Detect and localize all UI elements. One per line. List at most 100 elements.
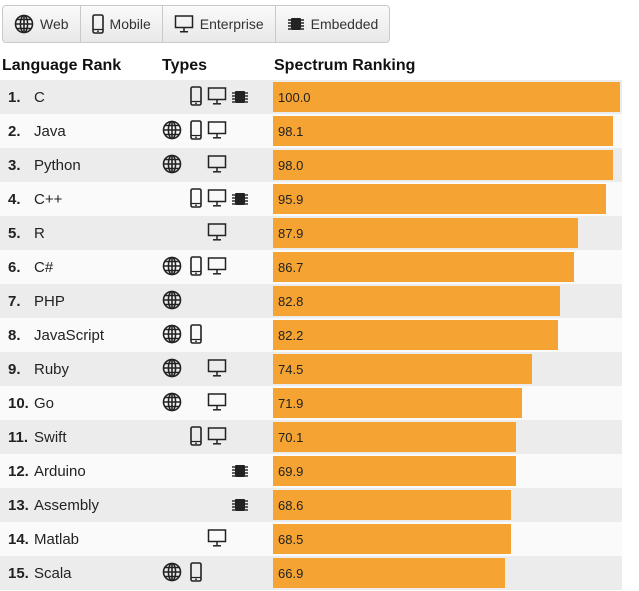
globe-icon	[162, 392, 182, 412]
monitor-icon	[174, 14, 194, 34]
ranking-bar[interactable]	[273, 320, 559, 350]
globe-icon	[162, 290, 182, 310]
language-name[interactable]: Ruby	[34, 361, 70, 378]
ranking-bar[interactable]	[273, 184, 606, 214]
table-row: 2. Java 98.1	[0, 114, 622, 148]
ranking-value-label: 98.0	[278, 158, 304, 173]
ranking-bar[interactable]	[273, 116, 614, 146]
mobile-icon	[190, 562, 202, 582]
rank-number: 1.	[8, 89, 21, 106]
table-row: 6. C# 86.7	[0, 250, 622, 284]
mobile-icon	[190, 324, 202, 344]
language-name[interactable]: C#	[34, 259, 54, 276]
ranking-bar[interactable]	[273, 150, 614, 180]
mobile-icon	[190, 120, 202, 140]
filter-label: Enterprise	[199, 16, 264, 32]
language-name[interactable]: Assembly	[34, 497, 100, 514]
rank-number: 9.	[8, 361, 21, 378]
rank-number: 12.	[8, 463, 29, 480]
header-language-rank: Language Rank	[2, 57, 122, 74]
table-row: 15. Scala 66.9	[0, 556, 622, 590]
filter-web-button[interactable]: Web	[3, 6, 81, 42]
rank-number: 13.	[8, 497, 29, 514]
ranking-table: 1. C 100.0 2. Java 98.1 3. Python 98.0 4. C++ 95.9 5…	[0, 80, 622, 590]
chip-icon	[287, 15, 305, 33]
ranking-bar[interactable]	[273, 252, 574, 282]
language-name[interactable]: Scala	[34, 565, 72, 582]
language-name[interactable]: JavaScript	[34, 327, 105, 344]
language-name[interactable]: C++	[34, 191, 63, 208]
ranking-bar[interactable]	[273, 558, 506, 588]
ranking-value-label: 71.9	[278, 396, 304, 411]
table-row: 5. R 87.9	[0, 216, 622, 250]
language-name[interactable]: R	[34, 225, 45, 242]
ranking-bar[interactable]	[273, 218, 578, 248]
monitor-icon	[207, 392, 227, 412]
monitor-icon	[207, 256, 227, 276]
filter-label: Mobile	[109, 16, 151, 32]
ranking-bar[interactable]	[273, 354, 532, 384]
type-filter-bar: Web Mobile Enterprise Embedded	[2, 5, 391, 43]
ranking-bar[interactable]	[273, 388, 523, 418]
rank-number: 3.	[8, 157, 21, 174]
mobile-icon	[91, 14, 104, 34]
language-name[interactable]: Java	[34, 123, 66, 140]
language-name[interactable]: Python	[34, 157, 81, 174]
ranking-value-label: 98.1	[278, 124, 304, 139]
table-row: 11. Swift 70.1	[0, 420, 622, 454]
table-row: 4. C++ 95.9	[0, 182, 622, 216]
globe-icon	[162, 256, 182, 276]
rank-number: 8.	[8, 327, 21, 344]
mobile-icon	[190, 426, 202, 446]
ranking-value-label: 100.0	[278, 90, 311, 105]
ranking-value-label: 66.9	[278, 566, 304, 581]
mobile-icon	[190, 188, 202, 208]
language-name[interactable]: Matlab	[34, 531, 80, 548]
table-row: 13. Assembly 68.6	[0, 488, 622, 522]
filter-mobile-button[interactable]: Mobile	[81, 6, 163, 42]
table-row: 12. Arduino 69.9	[0, 454, 622, 488]
table-row: 10. Go 71.9	[0, 386, 622, 420]
rank-number: 14.	[8, 531, 29, 548]
language-name[interactable]: C	[34, 89, 45, 106]
ranking-bar[interactable]	[273, 524, 511, 554]
rank-number: 10.	[8, 395, 29, 412]
filter-label: Web	[40, 16, 69, 32]
ranking-value-label: 87.9	[278, 226, 304, 241]
ranking-bar[interactable]	[273, 490, 512, 520]
globe-icon	[14, 14, 34, 34]
filter-enterprise-button[interactable]: Enterprise	[163, 6, 276, 42]
rank-number: 7.	[8, 293, 21, 310]
ranking-bar[interactable]	[273, 82, 620, 112]
language-name[interactable]: Go	[34, 395, 55, 412]
table-row: 3. Python 98.0	[0, 148, 622, 182]
ranking-bar[interactable]	[273, 456, 516, 486]
mobile-icon	[190, 86, 202, 106]
monitor-icon	[207, 120, 227, 140]
header-types: Types	[162, 57, 208, 74]
globe-icon	[162, 324, 182, 344]
chip-icon	[231, 190, 249, 208]
rank-number: 4.	[8, 191, 21, 208]
language-name[interactable]: Swift	[34, 429, 67, 446]
ranking-bar[interactable]	[273, 286, 561, 316]
language-name[interactable]: Arduino	[34, 463, 86, 480]
table-row: 1. C 100.0	[0, 80, 622, 114]
language-name[interactable]: PHP	[34, 293, 65, 310]
globe-icon	[162, 358, 182, 378]
monitor-icon	[207, 528, 227, 548]
ranking-value-label: 82.2	[278, 328, 304, 343]
ranking-value-label: 82.8	[278, 294, 304, 309]
filter-embedded-button[interactable]: Embedded	[276, 6, 390, 42]
monitor-icon	[207, 86, 227, 106]
rank-number: 6.	[8, 259, 21, 276]
ranking-value-label: 95.9	[278, 192, 304, 207]
monitor-icon	[207, 188, 227, 208]
ranking-value-label: 68.5	[278, 532, 304, 547]
header-spectrum-ranking: Spectrum Ranking	[274, 57, 416, 74]
ranking-value-label: 74.5	[278, 362, 304, 377]
chip-icon	[231, 88, 249, 106]
table-row: 14. Matlab 68.5	[0, 522, 622, 556]
ranking-bar[interactable]	[273, 422, 517, 452]
globe-icon	[162, 120, 182, 140]
